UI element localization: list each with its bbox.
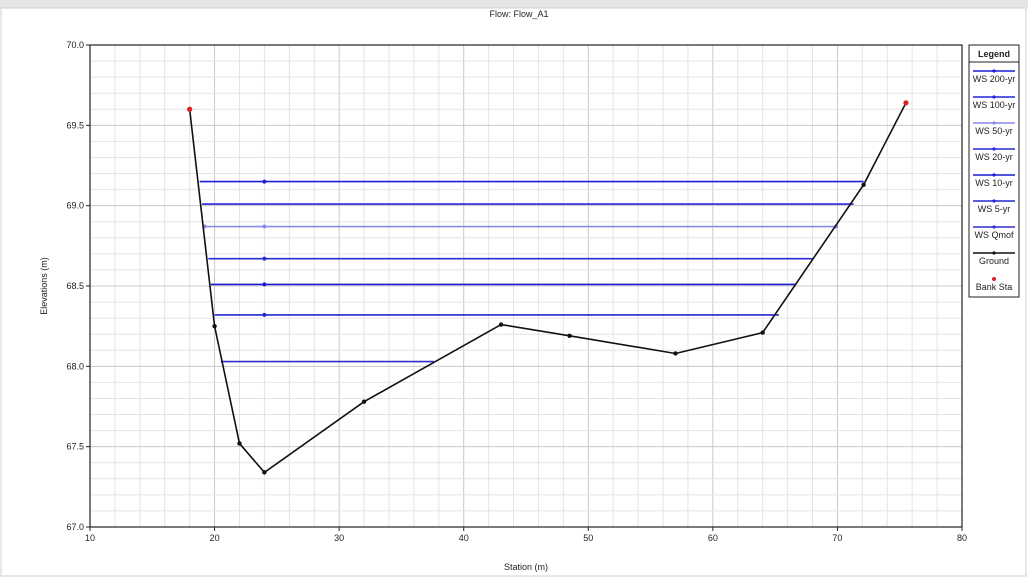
ws-point: [262, 256, 267, 261]
legend-label: WS 20-yr: [975, 152, 1013, 162]
legend-swatch-marker: [992, 147, 996, 151]
legend-swatch-marker: [992, 251, 996, 255]
x-tick-label: 80: [957, 533, 967, 543]
legend-swatch-marker: [992, 95, 996, 99]
legend-label: WS 100-yr: [973, 100, 1016, 110]
x-tick-label: 30: [334, 533, 344, 543]
x-tick-label: 40: [459, 533, 469, 543]
legend-box: [968, 44, 1020, 298]
ground-point: [498, 322, 504, 327]
x-axis-ticks: 10 20 30 40 50 60 70 80: [85, 527, 967, 543]
y-tick-label: 68.0: [66, 361, 84, 371]
legend: Legend WS 200-yr WS 100-yr WS 50-yr WS 20-y…: [968, 44, 1020, 298]
x-tick-label: 60: [708, 533, 718, 543]
y-tick-label: 67.0: [66, 522, 84, 532]
ground-point: [361, 399, 367, 404]
y-tick-label: 68.5: [66, 281, 84, 291]
x-tick-label: 20: [210, 533, 220, 543]
series-layer: [187, 100, 909, 475]
ws-point: [262, 312, 267, 317]
legend-label: WS 10-yr: [975, 178, 1013, 188]
grid-lines: [90, 45, 962, 527]
chart-title: Flow: Flow_A1: [489, 9, 548, 19]
legend-swatch-marker: [992, 225, 996, 229]
legend-label: Bank Sta: [976, 282, 1013, 292]
legend-label: WS 200-yr: [973, 74, 1016, 84]
y-axis-ticks: 67.0 67.5 68.0 68.5 69.0 69.5 70.0: [66, 40, 90, 532]
legend-items: WS 200-yr WS 100-yr WS 50-yr WS 20-yr WS 10-…: [973, 69, 1016, 292]
ws-point: [262, 224, 267, 229]
y-tick-label: 70.0: [66, 40, 84, 50]
ground-point: [212, 323, 217, 329]
legend-swatch-marker: [992, 173, 996, 177]
y-tick-label: 67.5: [66, 442, 84, 452]
legend-swatch-marker: [992, 121, 996, 125]
y-tick-label: 69.0: [66, 201, 84, 211]
ground-point: [262, 470, 267, 475]
bank-station-point: [903, 100, 909, 106]
ws-point: [262, 179, 267, 184]
legend-label: Ground: [979, 256, 1009, 266]
y-tick-label: 69.5: [66, 120, 84, 130]
ws-point: [262, 282, 267, 287]
legend-label: WS 50-yr: [975, 126, 1013, 136]
legend-title: Legend: [978, 49, 1010, 59]
top-window-strip: [0, 0, 1028, 8]
legend-label: WS 5-yr: [978, 204, 1011, 214]
legend-label: WS Qmof: [974, 230, 1014, 240]
legend-swatch-marker: [992, 69, 996, 73]
x-tick-label: 50: [583, 533, 593, 543]
ground-point: [861, 182, 866, 187]
ground-point: [567, 333, 572, 339]
ground-point: [673, 351, 678, 356]
ground-point: [237, 441, 242, 446]
ground-point: [760, 330, 765, 335]
x-tick-label: 10: [85, 533, 95, 543]
x-axis-label: Station (m): [504, 562, 548, 572]
legend-swatch: [992, 277, 996, 281]
x-tick-label: 70: [832, 533, 842, 543]
legend-swatch-marker: [992, 199, 996, 203]
y-axis-label: Elevations (m): [39, 257, 49, 315]
bank-station-point: [187, 106, 193, 112]
